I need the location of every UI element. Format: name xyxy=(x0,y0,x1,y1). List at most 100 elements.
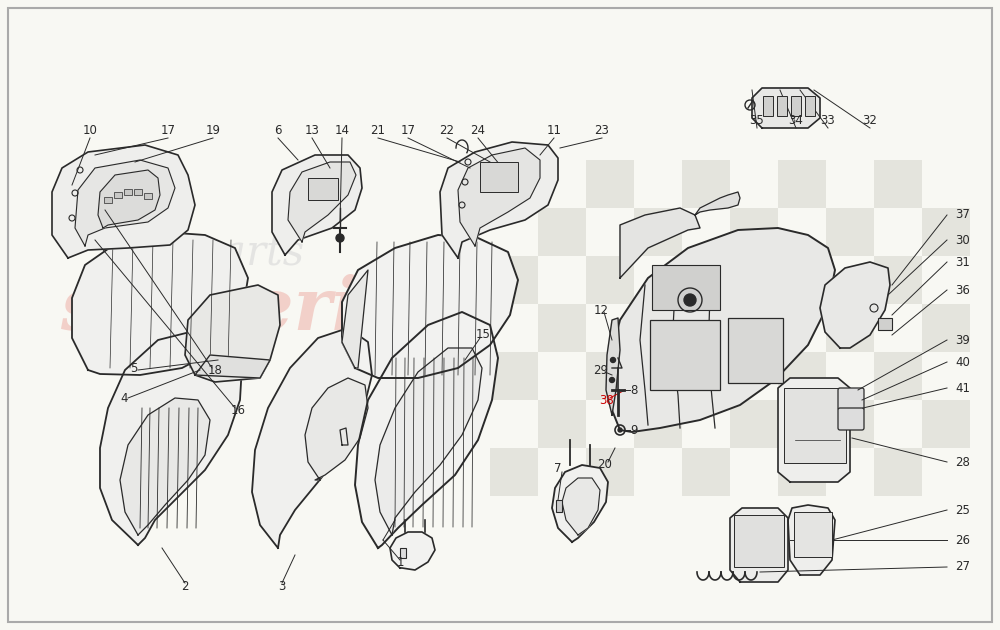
Polygon shape xyxy=(272,155,362,255)
Bar xyxy=(826,400,874,448)
Bar xyxy=(730,304,778,352)
Polygon shape xyxy=(620,208,700,278)
Bar xyxy=(777,96,787,116)
Text: 5: 5 xyxy=(130,362,138,374)
Polygon shape xyxy=(458,148,540,246)
Polygon shape xyxy=(820,262,890,348)
Text: 37: 37 xyxy=(955,209,970,222)
Bar xyxy=(308,178,338,200)
Polygon shape xyxy=(375,348,482,535)
Text: 14: 14 xyxy=(334,123,350,137)
Bar xyxy=(791,96,801,116)
Polygon shape xyxy=(562,478,600,535)
Bar xyxy=(826,208,874,256)
Text: 32: 32 xyxy=(863,113,877,127)
Bar xyxy=(134,189,142,195)
Text: 17: 17 xyxy=(400,123,416,137)
Text: 6: 6 xyxy=(274,123,282,137)
Text: 11: 11 xyxy=(546,123,562,137)
Polygon shape xyxy=(98,170,160,228)
Bar xyxy=(874,160,922,208)
Text: 27: 27 xyxy=(955,561,970,573)
Polygon shape xyxy=(100,330,242,545)
Text: 23: 23 xyxy=(595,123,609,137)
Text: 38: 38 xyxy=(600,394,614,406)
Text: 25: 25 xyxy=(955,503,970,517)
Bar xyxy=(538,304,586,352)
Text: 22: 22 xyxy=(440,123,454,137)
Text: 41: 41 xyxy=(955,382,970,394)
Polygon shape xyxy=(390,532,435,570)
Bar xyxy=(794,512,832,557)
Circle shape xyxy=(684,294,696,306)
Text: 17: 17 xyxy=(160,123,176,137)
Polygon shape xyxy=(730,508,788,582)
Polygon shape xyxy=(52,145,195,258)
Bar xyxy=(400,548,406,558)
Circle shape xyxy=(610,357,616,362)
Bar xyxy=(874,448,922,496)
Text: 28: 28 xyxy=(955,455,970,469)
Text: 1: 1 xyxy=(396,556,404,568)
Bar xyxy=(682,448,730,496)
Text: 12: 12 xyxy=(594,304,608,316)
Bar xyxy=(763,96,773,116)
Bar xyxy=(682,256,730,304)
Text: 19: 19 xyxy=(206,123,220,137)
Bar xyxy=(778,160,826,208)
Polygon shape xyxy=(778,378,850,482)
Polygon shape xyxy=(552,465,608,542)
Text: 39: 39 xyxy=(955,333,970,347)
Bar xyxy=(874,352,922,400)
Text: car  parts: car parts xyxy=(100,232,304,274)
Bar xyxy=(490,256,538,304)
Text: 8: 8 xyxy=(630,384,638,396)
Text: 2: 2 xyxy=(181,580,189,593)
Polygon shape xyxy=(752,88,820,128)
Bar xyxy=(144,193,152,199)
Bar xyxy=(586,160,634,208)
Bar xyxy=(922,208,970,256)
Text: 34: 34 xyxy=(789,113,803,127)
Bar xyxy=(586,352,634,400)
Bar xyxy=(784,388,846,463)
Text: 18: 18 xyxy=(208,364,222,377)
Bar xyxy=(878,318,892,330)
Bar xyxy=(728,318,783,383)
Bar xyxy=(556,500,562,512)
Polygon shape xyxy=(342,235,518,378)
Text: 9: 9 xyxy=(630,423,638,437)
Bar xyxy=(104,197,112,203)
Polygon shape xyxy=(355,312,498,548)
Bar xyxy=(480,162,518,192)
Text: 21: 21 xyxy=(370,123,386,137)
Circle shape xyxy=(610,377,614,382)
Text: 10: 10 xyxy=(83,123,97,137)
Text: 15: 15 xyxy=(476,328,490,341)
Bar xyxy=(490,448,538,496)
Bar xyxy=(922,400,970,448)
Text: 4: 4 xyxy=(120,391,128,404)
Bar xyxy=(538,208,586,256)
Bar xyxy=(652,265,720,310)
Polygon shape xyxy=(305,378,368,480)
Polygon shape xyxy=(75,160,175,246)
Bar xyxy=(634,304,682,352)
Bar xyxy=(538,400,586,448)
FancyBboxPatch shape xyxy=(838,408,864,430)
Bar xyxy=(124,189,132,195)
Bar xyxy=(778,352,826,400)
Bar xyxy=(730,400,778,448)
Bar xyxy=(586,256,634,304)
Text: 31: 31 xyxy=(955,256,970,268)
Bar xyxy=(634,208,682,256)
Polygon shape xyxy=(608,228,835,432)
Circle shape xyxy=(336,234,344,242)
Text: 36: 36 xyxy=(955,284,970,297)
FancyBboxPatch shape xyxy=(838,388,864,410)
Text: 24: 24 xyxy=(471,123,486,137)
Bar xyxy=(730,208,778,256)
Bar xyxy=(734,515,784,567)
Text: 30: 30 xyxy=(955,234,970,246)
Polygon shape xyxy=(185,285,280,382)
